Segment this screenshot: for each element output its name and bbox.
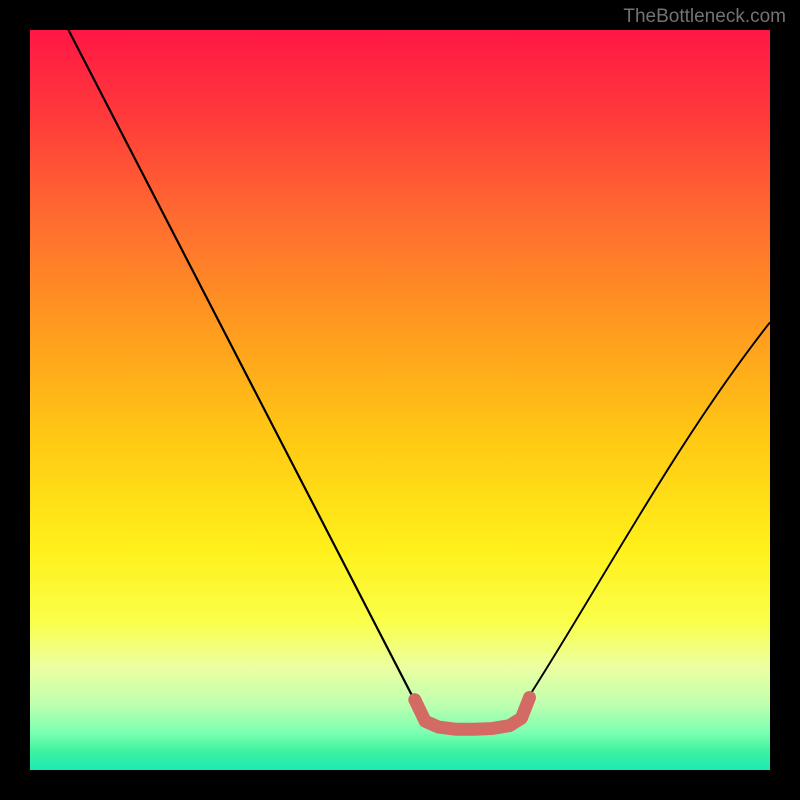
chart-plot-area [30,30,770,770]
center-highlight-curve [415,697,530,729]
right-curve [517,322,770,715]
watermark-text: TheBottleneck.com [623,6,786,28]
left-curve [68,30,422,715]
chart-curves-layer [30,30,770,770]
